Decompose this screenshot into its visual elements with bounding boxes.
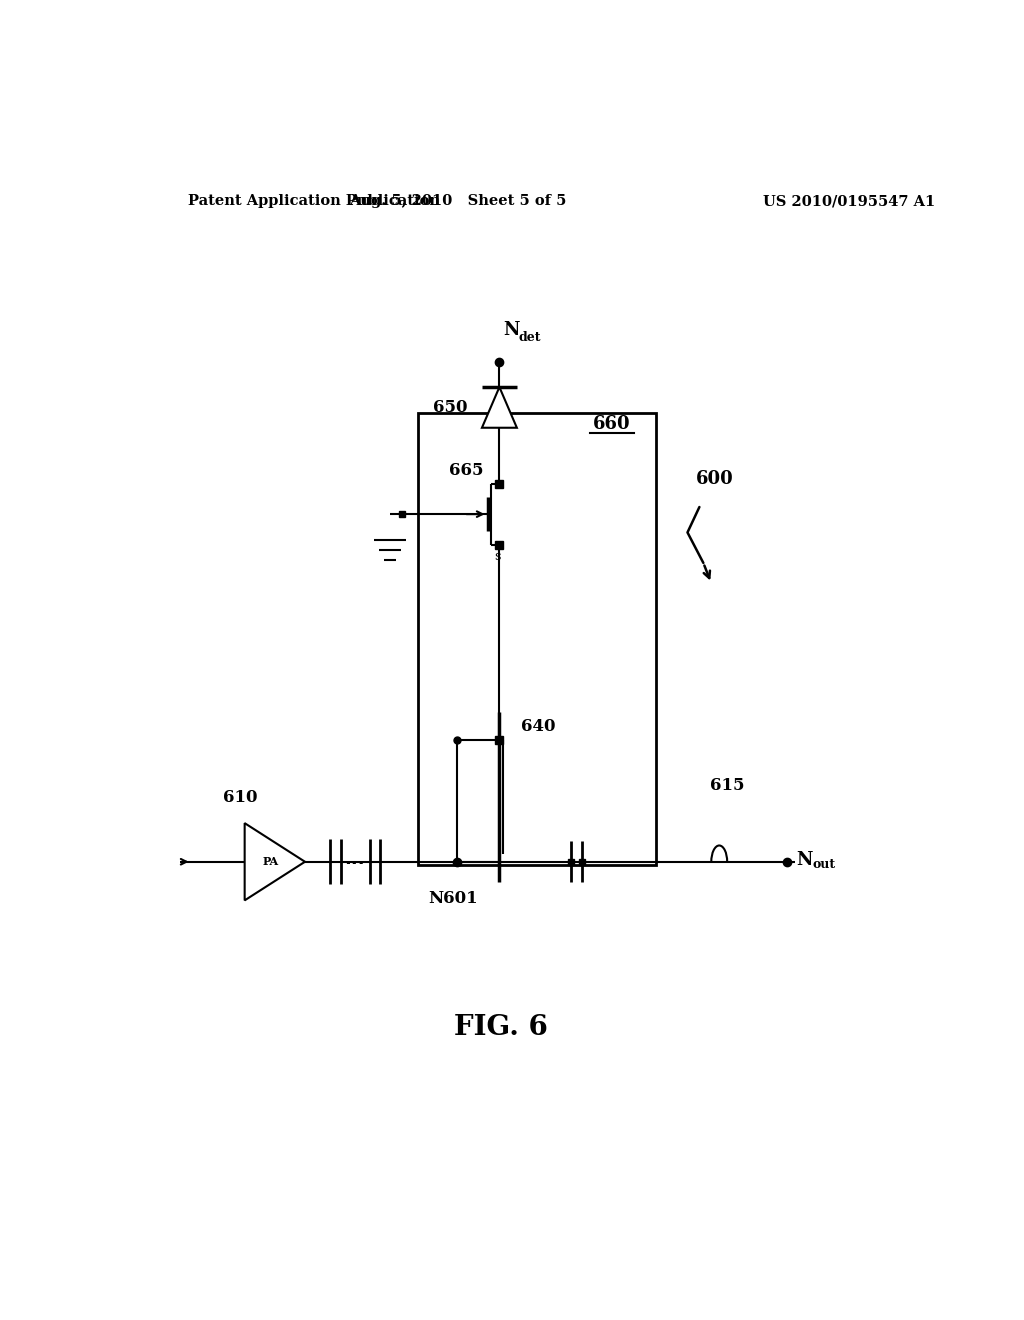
Text: det: det xyxy=(518,331,541,345)
Text: US 2010/0195547 A1: US 2010/0195547 A1 xyxy=(763,194,935,209)
Text: N: N xyxy=(504,321,520,339)
Text: out: out xyxy=(813,858,836,871)
Text: 650: 650 xyxy=(433,399,468,416)
Polygon shape xyxy=(482,387,517,428)
Text: PA: PA xyxy=(263,857,279,867)
Text: N: N xyxy=(797,850,813,869)
Text: 660: 660 xyxy=(593,414,631,433)
Text: s: s xyxy=(494,549,501,562)
Text: ...: ... xyxy=(344,850,365,867)
Text: 610: 610 xyxy=(223,789,258,805)
Text: Aug. 5, 2010   Sheet 5 of 5: Aug. 5, 2010 Sheet 5 of 5 xyxy=(348,194,566,209)
Polygon shape xyxy=(245,824,305,900)
Text: 665: 665 xyxy=(450,462,483,479)
Text: Patent Application Publication: Patent Application Publication xyxy=(187,194,439,209)
Text: 615: 615 xyxy=(710,776,744,793)
Bar xyxy=(418,413,655,865)
Text: 600: 600 xyxy=(695,470,733,487)
Text: FIG. 6: FIG. 6 xyxy=(454,1014,548,1041)
Text: N601: N601 xyxy=(429,890,478,907)
Text: 640: 640 xyxy=(521,718,555,735)
